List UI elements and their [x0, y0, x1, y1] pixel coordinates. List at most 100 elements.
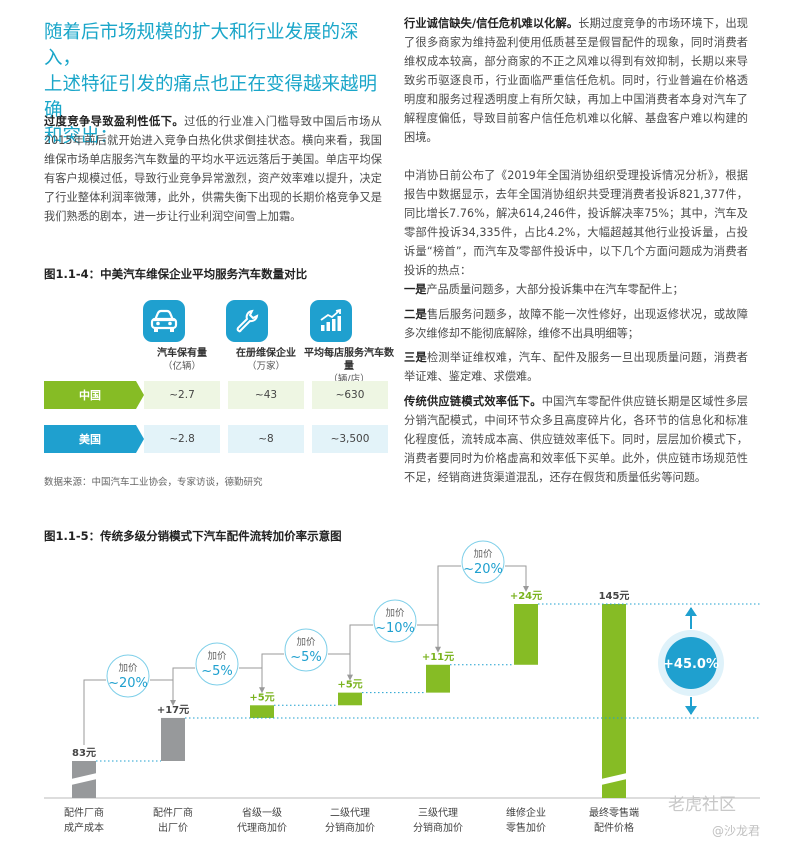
header-cars-per-shop-sub: （辆/店） [328, 374, 370, 385]
complaints-paragraph: 中消协日前公布了《2019年全国消协组织受理投诉情况分析》，根据报告中数据显示，… [404, 166, 748, 280]
total-markup-circle [665, 637, 717, 689]
cell-usa-cars: ~2.8 [144, 425, 220, 453]
total-arrowhead-bottom [685, 705, 697, 715]
watermark: 老虎社区 [668, 790, 736, 815]
cell-china-per-shop: ~630 [312, 381, 388, 409]
complaint-point-1: 一是产品质量问题多，大部分投诉集中在汽车零配件上； [404, 280, 748, 299]
watermark-text-1: 老虎社区 [668, 795, 736, 815]
category-label-1-0: 配件厂商 [153, 806, 193, 819]
bar-label-6: 145元 [599, 590, 630, 602]
markup-arrow-4 [437, 565, 527, 649]
bar-1 [161, 717, 185, 761]
complaint-point-1-heading: 一是 [404, 283, 427, 296]
row-arrow-usa [136, 425, 144, 453]
axis-break-0 [71, 773, 97, 785]
trust-crisis-heading: 行业诚信缺失/信任危机难以化解。 [404, 17, 579, 30]
category-label-6-0: 最终零售端 [589, 806, 639, 819]
fig1-title: 图1.1-4：中美汽车维保企业平均服务汽车数量对比 [44, 267, 308, 281]
bar-label-0: 83元 [72, 747, 96, 759]
complaint-point-2-text: 售后服务问题多，故障不能一次性修好，出现返修状况，或故障多次维修却不能彻底解除，… [404, 308, 748, 340]
markup-arrowhead-3 [435, 646, 441, 653]
markup-value-1: ~5% [201, 664, 233, 679]
category-label-6-1: 配件价格 [594, 821, 634, 834]
category-label-3-0: 二级代理 [330, 807, 370, 819]
wrench-icon [226, 300, 268, 342]
complaint-point-2: 二是售后服务问题多，故障不能一次性修好，出现返修状况，或故障多次维修却不能彻底解… [404, 305, 748, 343]
car-icon [143, 300, 185, 342]
markup-arrowhead-2 [347, 674, 353, 681]
markup-bubble-3 [373, 599, 417, 643]
bar-label-4: +11元 [422, 651, 454, 663]
bar-6 [602, 604, 626, 798]
supply-chain-heading: 传统供应链模式效率低下。 [404, 395, 542, 408]
markup-arrowhead-1 [259, 687, 265, 694]
bar-5 [514, 604, 538, 665]
header-repair-shops-sub: （万家） [246, 361, 285, 372]
bar-2 [250, 705, 274, 718]
category-label-0-1: 成产成本 [64, 821, 104, 834]
markup-value-3: ~10% [375, 621, 415, 636]
intro-heading: 随着后市场规模的扩大和行业发展的深入， 上述特征引发的痛点也正在变得越来越明确 … [44, 20, 394, 150]
markup-arrowhead-0 [170, 699, 176, 706]
header-car-ownership-sub: （亿辆） [162, 361, 201, 372]
complaint-point-3: 三是检测举证维权难，汽车、配件及服务一旦出现质量问题，消费者举证难、鉴定难、求偿… [404, 348, 748, 386]
overcompetition-heading: 过度竞争导致盈利性低下。 [44, 115, 185, 128]
category-label-5-1: 零售加价 [506, 821, 546, 834]
markup-bubble-2 [284, 628, 328, 672]
bar-label-5: +24元 [510, 590, 542, 602]
category-label-5-0: 维修企业 [506, 806, 546, 819]
category-label-4-0: 三级代理 [418, 807, 458, 819]
header-cars-per-shop: 平均每店服务汽车数量 （辆/店） [304, 347, 394, 386]
complaint-point-3-text: 检测举证维权难，汽车、配件及服务一旦出现质量问题，消费者举证难、鉴定难、求偿难。 [404, 351, 748, 383]
markup-value-0: ~20% [108, 676, 148, 691]
row-label-china: 中国 [44, 381, 136, 409]
cell-usa-per-shop: ~3,500 [312, 425, 388, 453]
category-label-1-1: 出厂价 [158, 821, 188, 834]
bar-label-1: +17元 [157, 704, 189, 716]
bar-label-2: +5元 [249, 691, 274, 703]
complaint-point-3-heading: 三是 [404, 351, 427, 364]
markup-bubble-1 [195, 642, 239, 686]
overcompetition-text: 过低的行业准入门槛导致中国后市场从2015年前后就开始进入竞争白热化供求倒挂状态… [44, 115, 382, 223]
markup-waterfall-chart: 83元 配件厂商 成产成本 +17元 配件厂商 出厂价 +5元 省级一级 代理商加价 +5元 二级代… [0, 540, 789, 850]
fig1-source: 数据来源：中国汽车工业协会，专家访谈，德勤研究 [44, 477, 263, 488]
markup-label-1: 加价 [207, 651, 227, 662]
header-car-ownership-main: 汽车保有量 [157, 348, 207, 359]
markup-value-2: ~5% [290, 650, 322, 665]
category-label-3-1: 分销商加价 [325, 821, 375, 834]
category-label-0-0: 配件厂商 [64, 806, 104, 819]
complaints-text: 中消协日前公布了《2019年全国消协组织受理投诉情况分析》，根据报告中数据显示，… [404, 169, 748, 277]
cell-china-shops: ~43 [228, 381, 304, 409]
supply-chain-paragraph: 传统供应链模式效率低下。中国汽车零配件供应链长期是区域性多层分销汽配模式，中间环… [404, 392, 748, 487]
markup-bubble-0 [106, 654, 150, 698]
markup-arrowhead-4 [523, 586, 529, 592]
axis-break-6 [601, 773, 627, 785]
complaint-point-1-text: 产品质量问题多，大部分投诉集中在汽车零配件上； [426, 283, 684, 296]
markup-value-4: ~20% [463, 562, 503, 577]
trust-crisis-paragraph: 行业诚信缺失/信任危机难以化解。长期过度竞争的市场环境下，出现了很多商家为维持盈… [404, 14, 748, 147]
row-arrow-china [136, 381, 144, 409]
row-label-china-text: 中国 [79, 389, 101, 402]
header-car-ownership: 汽车保有量 （亿辆） [144, 347, 220, 373]
watermark-author: @沙龙君 [712, 824, 761, 838]
cell-china-cars: ~2.7 [144, 381, 220, 409]
fig1-table: 汽车保有量 （亿辆） 在册维保企业 （万家） 平均每店服务汽车数量 （辆/店） … [44, 300, 394, 453]
intro-line-3: 和突出： [44, 126, 119, 147]
intro-line-2: 上述特征引发的痛点也正在变得越来越明确 [44, 74, 378, 121]
markup-label-2: 加价 [296, 637, 316, 648]
overcompetition-paragraph: 过度竞争导致盈利性低下。过低的行业准入门槛导致中国后市场从2015年前后就开始进… [44, 112, 382, 226]
category-label-2-0: 省级一级 [242, 806, 282, 819]
bar-3 [338, 692, 362, 706]
fig2-title: 图1.1-5：传统多级分销模式下汽车配件流转加价率示意图 [44, 529, 342, 543]
markup-label-0: 加价 [118, 663, 138, 674]
total-arrowhead-top [685, 607, 697, 616]
cell-usa-shops: ~8 [228, 425, 304, 453]
markup-label-3: 加价 [385, 608, 405, 619]
header-repair-shops: 在册维保企业 （万家） [226, 347, 306, 373]
complaint-point-2-heading: 二是 [404, 308, 427, 321]
intro-line-1: 随着后市场规模的扩大和行业发展的深入， [44, 22, 359, 69]
bar-label-3: +5元 [337, 679, 362, 691]
category-label-4-1: 分销商加价 [413, 821, 463, 834]
markup-label-4: 加价 [473, 549, 493, 560]
